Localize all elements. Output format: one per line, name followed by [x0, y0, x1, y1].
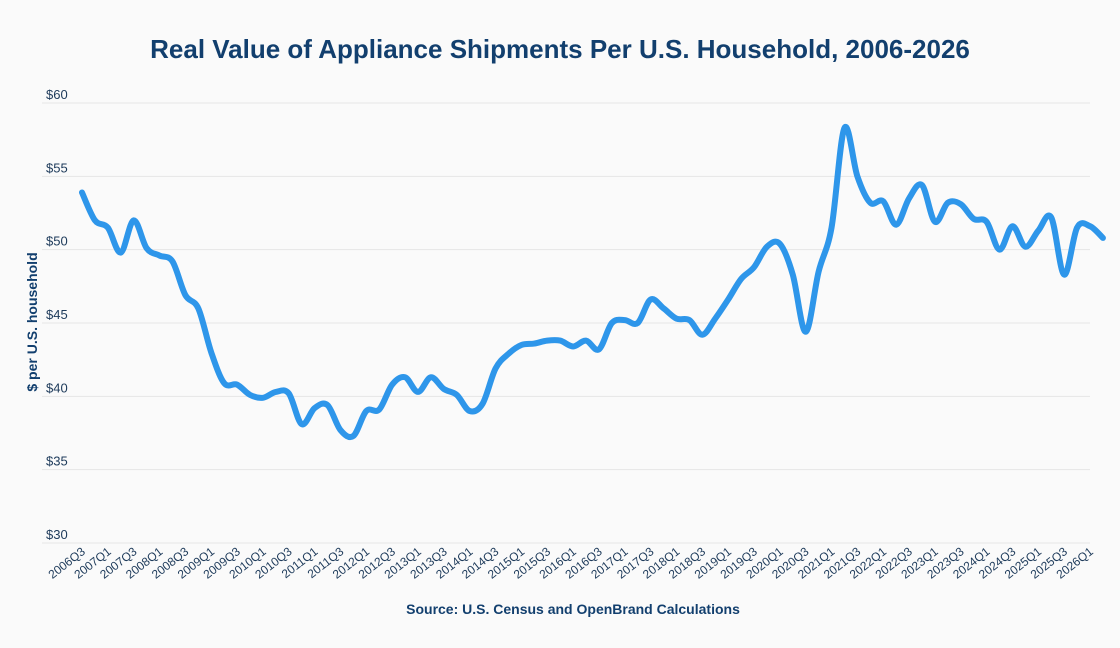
y-tick-label: $60 — [46, 87, 68, 102]
y-tick-label: $30 — [46, 527, 68, 542]
y-axis-tick-labels: $30 $35 $40 $45 $50 $55 $60 — [46, 87, 68, 542]
series-line — [79, 123, 1106, 441]
y-tick-label: $35 — [46, 454, 68, 469]
y-tick-label: $40 — [46, 380, 68, 395]
x-axis-tick-labels: 2006Q32007Q12007Q32008Q12008Q32009Q12009… — [46, 544, 1097, 582]
y-tick-label: $50 — [46, 234, 68, 249]
y-axis-label: $ per U.S. household — [24, 252, 40, 391]
y-tick-label: $55 — [46, 160, 68, 175]
series-layer — [79, 123, 1106, 441]
chart-title: Real Value of Appliance Shipments Per U.… — [150, 34, 970, 64]
source-note: Source: U.S. Census and OpenBrand Calcul… — [406, 601, 740, 617]
y-tick-label: $45 — [46, 307, 68, 322]
grid-lines — [42, 102, 1090, 544]
